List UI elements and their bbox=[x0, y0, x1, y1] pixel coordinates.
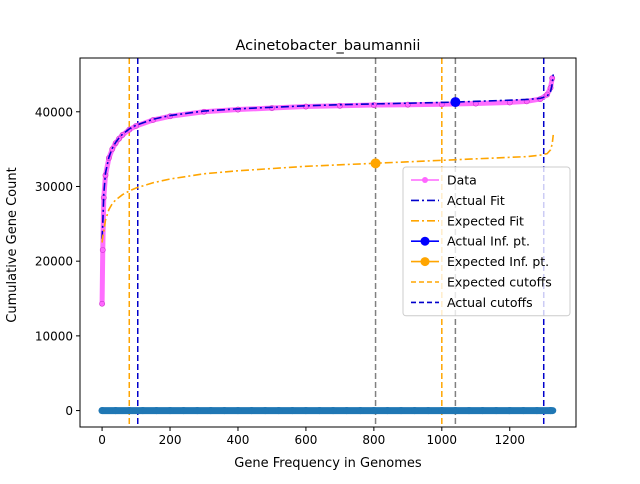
legend-label: Actual Inf. pt. bbox=[447, 234, 530, 249]
axes: 0 200 400 600 800 1000 1200 0 10000 20000 30000 400… bbox=[35, 57, 577, 447]
legend-label: Actual Fit bbox=[447, 193, 505, 208]
x-tick-label: 200 bbox=[159, 433, 182, 447]
baseline-point bbox=[356, 406, 364, 415]
baseline-point bbox=[275, 406, 283, 415]
series-actual-fit-line bbox=[101, 74, 555, 239]
baseline-point bbox=[234, 406, 242, 415]
y-tick-label: 10000 bbox=[35, 329, 73, 343]
y-tick-label: 40000 bbox=[35, 105, 73, 119]
baseline-point bbox=[166, 406, 174, 415]
baseline-point bbox=[207, 406, 215, 415]
series-expected-fit-line bbox=[101, 134, 555, 243]
series-lines bbox=[99, 74, 556, 307]
baseline-point bbox=[397, 406, 405, 415]
y-tick-label: 20000 bbox=[35, 255, 73, 269]
legend-label: Actual cutoffs bbox=[447, 295, 533, 310]
baseline-point bbox=[112, 406, 120, 415]
baseline-point bbox=[438, 406, 446, 415]
baseline-point bbox=[329, 406, 337, 415]
x-tick-label: 400 bbox=[227, 433, 250, 447]
point-expected-inf-pt bbox=[370, 158, 381, 169]
baseline-point bbox=[193, 406, 201, 415]
point-actual-inf-pt bbox=[450, 97, 461, 108]
y-tick-label: 30000 bbox=[35, 180, 73, 194]
baseline-point bbox=[411, 406, 419, 415]
baseline-point bbox=[220, 406, 228, 415]
legend-label: Expected Fit bbox=[447, 213, 524, 228]
baseline-point bbox=[451, 406, 459, 415]
x-tick-label: 1200 bbox=[494, 433, 525, 447]
legend-marker-expected-inf-pt bbox=[420, 257, 430, 267]
series-data-point bbox=[109, 146, 116, 153]
baseline-point bbox=[506, 406, 514, 415]
baseline-point bbox=[465, 406, 473, 415]
chart-title: Acinetobacter_baumannii bbox=[236, 38, 421, 54]
baseline-point bbox=[180, 406, 188, 415]
baseline-point bbox=[492, 406, 500, 415]
legend-marker-actual-inf-pt bbox=[420, 236, 430, 246]
legend-label: Expected cutoffs bbox=[447, 275, 552, 290]
x-tick-label: 800 bbox=[362, 433, 385, 447]
baseline-point bbox=[343, 406, 351, 415]
baseline-point bbox=[125, 406, 133, 415]
baseline-point bbox=[533, 406, 541, 415]
baseline-point bbox=[519, 406, 527, 415]
x-tick-label: 0 bbox=[98, 433, 106, 447]
baseline-point bbox=[315, 406, 324, 415]
baseline-point bbox=[546, 406, 555, 415]
baseline-point bbox=[152, 406, 161, 415]
plot-frame bbox=[79, 57, 577, 428]
baseline-point bbox=[424, 406, 432, 415]
baseline-point bbox=[370, 406, 378, 415]
legend-box bbox=[402, 166, 571, 317]
series-data-point bbox=[544, 91, 551, 98]
y-tick-label: 0 bbox=[65, 404, 73, 418]
x-axis-label: Gene Frequency in Genomes bbox=[234, 456, 422, 471]
series-data-point bbox=[99, 247, 106, 253]
y-axis-label: Cumulative Gene Count bbox=[5, 167, 20, 322]
series-data-point bbox=[99, 300, 105, 307]
baseline-point bbox=[261, 406, 269, 415]
baseline-point bbox=[302, 406, 310, 415]
legend-label: Data bbox=[447, 173, 477, 188]
baseline-point bbox=[383, 406, 392, 415]
baseline-point bbox=[288, 406, 296, 415]
baseline-point bbox=[247, 406, 256, 415]
baseline-point bbox=[478, 406, 487, 415]
legend: Data Actual Fit Expected Fit Actual Inf. pt… bbox=[402, 166, 571, 317]
inflection-points bbox=[370, 97, 461, 169]
legend-label: Expected Inf. pt. bbox=[447, 254, 549, 269]
x-tick-label: 1000 bbox=[427, 433, 458, 447]
baseline-point bbox=[98, 406, 106, 415]
baseline-point bbox=[139, 406, 147, 415]
x-tick-label: 600 bbox=[294, 433, 317, 447]
baseline-scatter bbox=[98, 406, 557, 415]
legend-marker-data bbox=[422, 177, 428, 183]
